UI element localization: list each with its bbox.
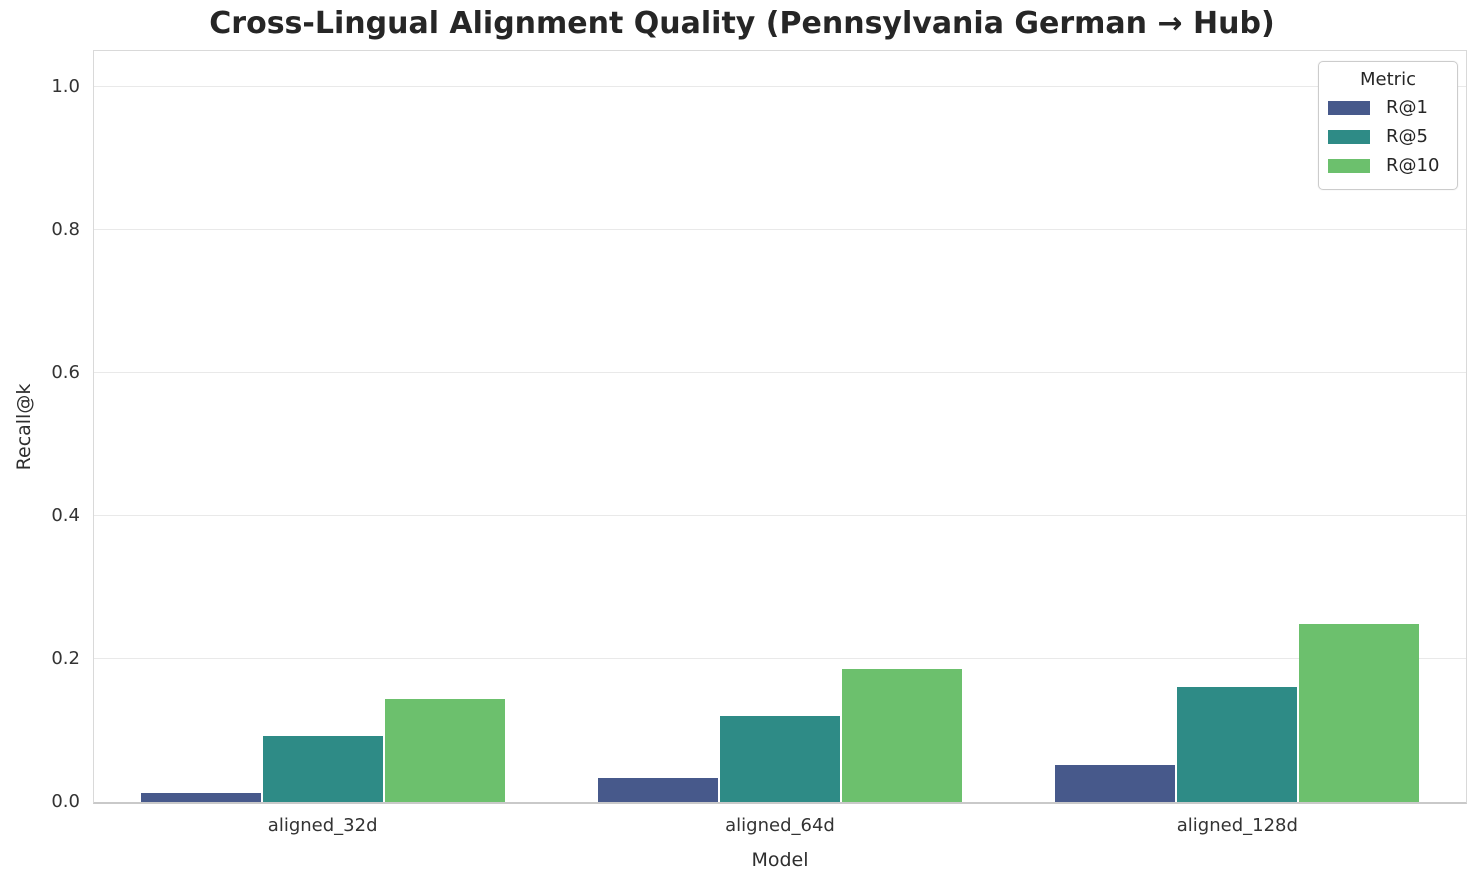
y-tick-label-0.8: 0.8 [51,218,80,240]
y-tick-label-0.2: 0.2 [51,647,80,669]
legend-swatch-r10 [1328,158,1370,173]
y-tick-label-0.6: 0.6 [51,361,80,383]
chart-title: Cross-Lingual Alignment Quality (Pennsyl… [209,6,1275,41]
gridline-y-0.2 [94,657,1466,659]
x-tick-label-aligned_32d: aligned_32d [267,815,378,836]
bar-aligned_32d-r5 [262,736,383,802]
legend-swatch-r1 [1328,100,1370,115]
x-axis-label: Model [751,849,809,871]
x-tick-label-aligned_128d: aligned_128d [1176,815,1298,836]
legend-item-r1: R@1 [1319,93,1457,122]
gridline-y-0.6 [94,371,1466,373]
legend-label-r10: R@10 [1386,155,1440,176]
legend: Metric R@1 R@5 R@10 [1318,61,1458,190]
legend-item-r10: R@10 [1319,151,1457,180]
bar-aligned_64d-r10 [841,668,962,802]
bar-aligned_32d-r1 [140,793,261,802]
gridline-y-1.0 [94,85,1466,87]
y-tick-label-1.0: 1.0 [51,75,80,97]
y-tick-label-0.4: 0.4 [51,504,80,526]
legend-swatch-r5 [1328,129,1370,144]
bar-aligned_128d-r5 [1177,686,1298,802]
plot-area: Metric R@1 R@5 R@10 [93,50,1467,804]
gridline-y-0.4 [94,514,1466,516]
bar-aligned_128d-r10 [1299,623,1420,802]
gridline-y-0.8 [94,228,1466,230]
legend-label-r1: R@1 [1386,97,1428,118]
bar-aligned_128d-r1 [1055,764,1176,802]
bar-aligned_64d-r5 [720,716,840,802]
legend-item-r5: R@5 [1319,122,1457,151]
legend-label-r5: R@5 [1386,126,1428,147]
y-axis-label: Recall@k [13,383,35,471]
x-tick-label-aligned_64d: aligned_64d [725,815,835,836]
bar-aligned_32d-r10 [384,699,505,802]
legend-title: Metric [1360,69,1416,90]
bar-aligned_64d-r1 [598,778,719,802]
y-tick-label-0.0: 0.0 [51,791,80,812]
